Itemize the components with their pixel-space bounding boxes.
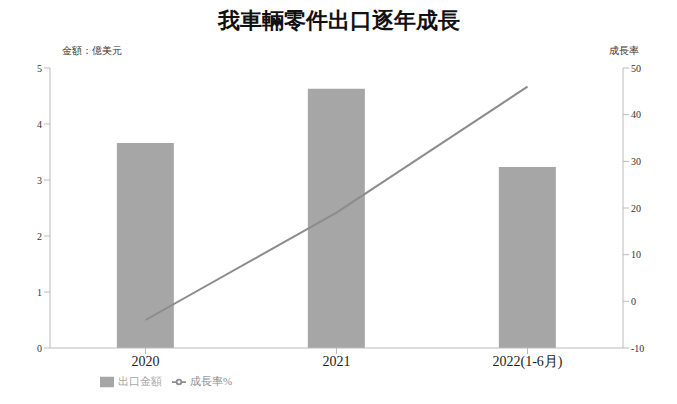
svg-text:40: 40 [631,109,641,120]
svg-text:30: 30 [631,156,641,167]
svg-text:5: 5 [37,63,42,74]
svg-text:0: 0 [37,343,42,354]
svg-text:2020: 2020 [132,354,160,369]
html-text:成長率: 成長率 [609,45,639,56]
svg-text:50: 50 [631,63,641,74]
html-text:我車輛零件出口逐年成長: 我車輛零件出口逐年成長 [217,8,460,33]
svg-text:20: 20 [631,203,641,214]
svg-text:3: 3 [37,175,42,186]
svg-text:2021: 2021 [323,354,351,369]
svg-text:1: 1 [37,287,42,298]
svg-text:0: 0 [631,296,636,307]
html-text:金額：億美元: 金額：億美元 [62,45,122,56]
svg-text:10: 10 [631,249,641,260]
svg-text:-10: -10 [631,343,644,354]
svg-text:4: 4 [37,119,42,130]
html-text:出口金額: 出口金額 [118,375,162,387]
svg-text:2022(1-6月): 2022(1-6月) [493,354,563,370]
svg-text:2: 2 [37,231,42,242]
html-text:成長率%: 成長率% [190,375,233,387]
